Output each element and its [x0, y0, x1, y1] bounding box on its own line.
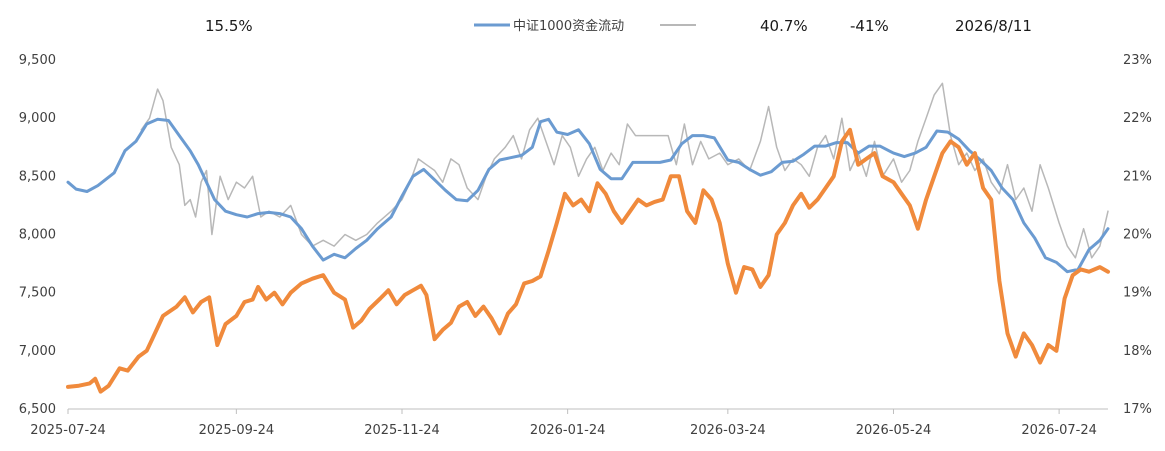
x-tick-label: 2026-03-24	[690, 423, 766, 438]
y-right-tick-label: 23%	[1123, 53, 1152, 68]
y-right-tick-label: 17%	[1123, 402, 1152, 417]
legend-label-blue: 中证1000资金流动	[513, 18, 624, 34]
y-left-tick-label: 7,000	[19, 344, 56, 359]
x-tick-label: 2025-09-24	[199, 423, 275, 438]
series-line-orange	[66, 127, 1110, 394]
header-value-2: 40.7%	[760, 17, 808, 35]
x-tick-label: 2026-05-24	[856, 423, 932, 438]
header-value-1: 15.5%	[205, 17, 253, 35]
series-layer	[66, 82, 1110, 394]
y-right-tick-label: 20%	[1123, 228, 1152, 243]
header-value-3: -41%	[850, 17, 889, 35]
x-tick-label: 2026-01-24	[530, 423, 606, 438]
y-right-tick-label: 18%	[1123, 344, 1152, 359]
y-left-tick-label: 9,500	[19, 53, 56, 68]
y-left-tick-label: 8,000	[19, 228, 56, 243]
y-left-tick-label: 8,500	[19, 169, 56, 184]
y-left-tick-label: 7,500	[19, 286, 56, 301]
y-left-tick-label: 6,500	[19, 402, 56, 417]
x-tick-label: 2025-11-24	[364, 423, 440, 438]
y-right-tick-label: 21%	[1123, 169, 1152, 184]
series-line-blue	[66, 117, 1110, 274]
y-right-tick-label: 19%	[1123, 286, 1152, 301]
axes: 6,500 7,000 7,500 8,000 8,500 9,000 9,500 17% 18…	[19, 53, 1152, 438]
y-left-tick-label: 9,000	[19, 111, 56, 126]
header-date: 2026/8/11	[955, 17, 1032, 35]
x-tick-label: 2025-07-24	[30, 423, 106, 438]
legend: 中证1000资金流动	[474, 18, 696, 34]
x-tick-label: 2026-07-24	[1021, 423, 1097, 438]
y-right-tick-label: 22%	[1123, 111, 1152, 126]
chart-header: 15.5% 中证1000资金流动 40.7% -41% 2026/8/11	[205, 17, 1032, 35]
series-line-gray	[140, 82, 1109, 259]
